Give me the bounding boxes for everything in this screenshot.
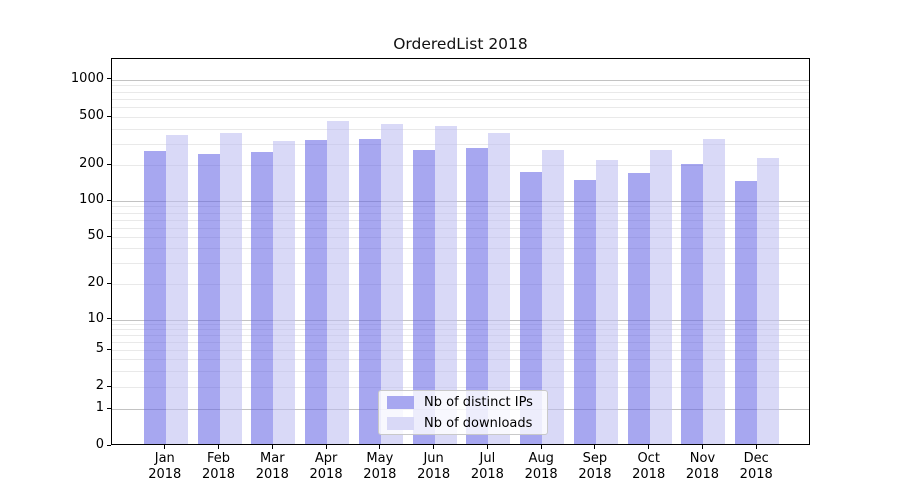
x-tick-mark	[271, 445, 273, 449]
gridline-major	[112, 79, 809, 81]
bars-layer	[112, 59, 809, 444]
bar-downloads-apr	[327, 120, 350, 444]
x-tick-label: Sep 2018	[578, 451, 612, 482]
bar-distinct-ips-apr	[305, 139, 328, 444]
gridline-minor	[112, 227, 809, 229]
y-tick-label: 1	[95, 400, 104, 415]
x-tick-label: Dec 2018	[739, 451, 773, 482]
x-tick-label: May 2018	[363, 451, 397, 482]
bar-distinct-ips-nov	[681, 163, 704, 444]
gridline-minor	[112, 329, 809, 331]
x-tick-label: Apr 2018	[309, 451, 343, 482]
chart-title: OrderedList 2018	[393, 35, 528, 53]
bar-downloads-sep	[595, 160, 618, 444]
y-tick-label: 0	[95, 437, 104, 452]
gridline-minor	[112, 107, 809, 109]
gridline-minor	[112, 143, 809, 145]
gridline-minor	[112, 263, 809, 265]
legend: Nb of distinct IPs Nb of downloads	[378, 390, 548, 435]
bar-downloads-nov	[703, 139, 726, 444]
gridline-minor	[112, 91, 809, 93]
gridline-minor	[112, 370, 809, 372]
x-tick-mark	[486, 445, 488, 449]
gridline-minor	[112, 335, 809, 337]
gridline-minor	[112, 284, 809, 285]
x-tick-mark	[379, 445, 381, 449]
x-tick-mark	[218, 445, 220, 449]
bar-distinct-ips-feb	[197, 153, 220, 444]
legend-item-downloads: Nb of downloads	[379, 414, 547, 433]
gridline-minor	[112, 128, 809, 130]
gridline-minor	[112, 350, 809, 351]
y-tick-label: 2	[95, 378, 104, 393]
y-tick-label: 200	[79, 156, 104, 171]
x-tick-label: Aug 2018	[524, 451, 558, 482]
bar-distinct-ips-may	[358, 138, 381, 444]
gridline-minor	[112, 324, 809, 326]
y-tick-label: 10	[87, 310, 104, 326]
x-tick-mark	[594, 445, 596, 449]
x-tick-mark	[701, 445, 703, 449]
legend-label-distinct-ips: Nb of distinct IPs	[424, 395, 533, 410]
gridline-minor	[112, 98, 809, 100]
x-tick-mark	[164, 445, 166, 449]
y-tick-label: 5	[95, 341, 104, 356]
bar-distinct-ips-sep	[573, 179, 596, 444]
legend-swatch-distinct-ips	[387, 396, 414, 409]
bar-distinct-ips-jun	[412, 150, 435, 444]
gridline-minor	[112, 248, 809, 250]
plot-area	[111, 58, 810, 445]
legend-swatch-downloads	[387, 417, 414, 430]
bar-downloads-aug	[542, 150, 565, 444]
legend-item-distinct-ips: Nb of distinct IPs	[379, 393, 547, 412]
bar-distinct-ips-jul	[466, 148, 489, 444]
gridlines-layer	[112, 59, 809, 444]
x-tick-label: Nov 2018	[685, 451, 719, 482]
x-tick-mark	[755, 445, 757, 449]
gridline-minor	[112, 359, 809, 360]
gridline-minor	[112, 206, 809, 208]
gridline-minor	[112, 212, 809, 214]
bar-downloads-may	[380, 123, 403, 444]
bar-downloads-jul	[488, 133, 511, 444]
gridline-minor	[112, 237, 809, 238]
bar-distinct-ips-jan	[143, 151, 166, 444]
x-tick-mark	[648, 445, 650, 449]
gridline-minor	[112, 117, 809, 118]
gridline-minor	[112, 85, 809, 87]
bar-downloads-oct	[649, 149, 672, 444]
bar-downloads-mar	[273, 141, 296, 444]
bar-distinct-ips-dec	[735, 180, 758, 444]
gridline-minor	[112, 387, 809, 388]
gridline-major	[112, 319, 809, 321]
x-tick-mark	[540, 445, 542, 449]
bar-distinct-ips-mar	[251, 152, 274, 444]
gridline-minor	[112, 219, 809, 221]
bar-downloads-feb	[219, 133, 242, 444]
x-tick-mark	[325, 445, 327, 449]
gridline-minor	[112, 165, 809, 166]
x-tick-label: Jan 2018	[148, 451, 182, 482]
legend-label-downloads: Nb of downloads	[424, 416, 533, 431]
y-tick-label: 20	[87, 275, 104, 290]
y-tick-label: 50	[87, 228, 104, 243]
bar-distinct-ips-oct	[627, 172, 650, 444]
y-tick-label: 500	[79, 108, 104, 123]
x-tick-label: Mar 2018	[255, 451, 289, 482]
gridline-minor	[112, 341, 809, 343]
bar-downloads-jun	[434, 126, 457, 444]
y-tick-label: 1000	[70, 70, 104, 86]
y-tick-label: 100	[79, 192, 104, 207]
bar-downloads-dec	[757, 157, 780, 444]
gridline-major	[112, 201, 809, 202]
bar-downloads-jan	[165, 135, 188, 444]
x-tick-label: Jul 2018	[470, 451, 504, 482]
x-tick-label: Feb 2018	[201, 451, 236, 482]
x-tick-mark	[433, 445, 435, 449]
x-tick-label: Jun 2018	[417, 451, 451, 482]
x-tick-label: Oct 2018	[632, 451, 666, 482]
bar-distinct-ips-aug	[520, 172, 543, 444]
